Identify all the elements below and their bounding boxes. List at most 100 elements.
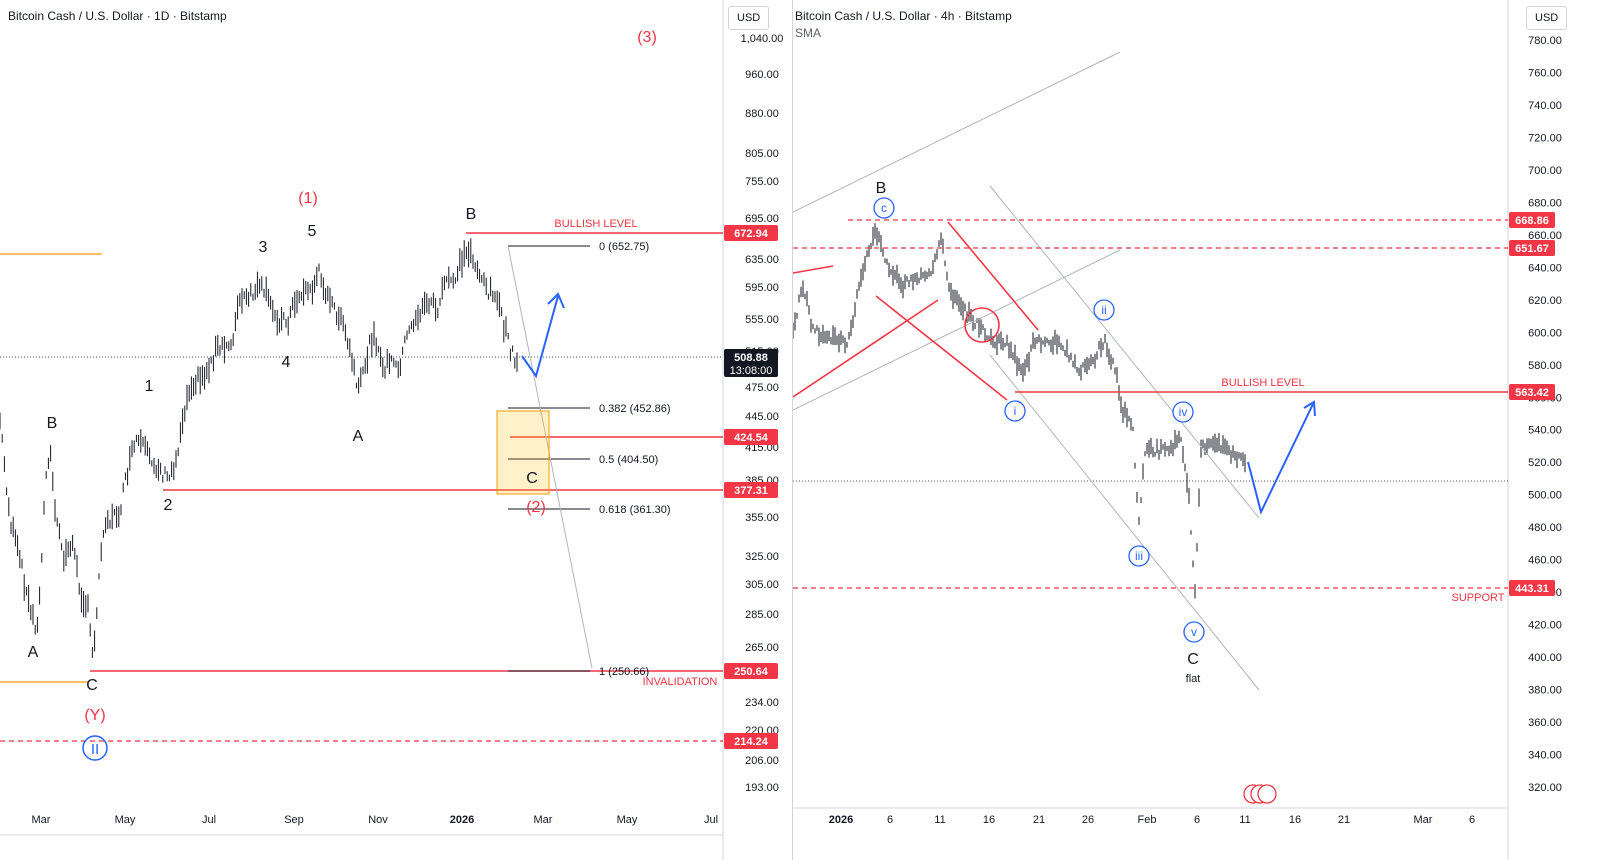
right-x-tick-label: 11 [1239,814,1250,826]
wave-2-label: (2) [526,499,546,516]
wave-5-black: 5 [308,223,317,240]
wave-4-black: 4 [282,354,291,371]
wave-i-circle [1004,400,1026,422]
left-price-tag: 250.64 [734,666,769,678]
right-chart-pane[interactable]: Bitcoin Cash / U.S. Dollar · 4h · Bitsta… [792,0,1617,860]
left-y-tick-label: 880.00 [745,108,779,120]
right-price-tag-bg [1509,580,1555,596]
wave-c-small-circle [873,197,895,219]
right-y-tick-label: 380.00 [1528,685,1562,697]
left-y-tick-label: 695.00 [745,213,779,225]
right-down-channel-lower [989,354,1260,691]
left-y-tick-label: 805.00 [745,148,779,160]
right-red-trend-2 [793,265,834,274]
bullish-level-label: BULLISH LEVEL [554,218,637,230]
right-x-tick-label: Mar [1414,814,1433,826]
right-y-tick-label: 680.00 [1528,197,1562,209]
wave-v-circle [1183,621,1205,643]
right-red-circle [964,307,1000,343]
left-target-zone [496,410,550,495]
left-y-tick-label: 1,040.00 [741,33,784,45]
right-y-tick-label: 420.00 [1528,620,1562,632]
left-last-price-bg [724,349,778,377]
right-y-tick-label: 720.00 [1528,132,1562,144]
right-y-tick-label: 540.00 [1528,425,1562,437]
right-y-tick-label: 660.00 [1528,230,1562,242]
right-price-tag: 668.86 [1515,215,1549,227]
wave-a-left: A [28,644,39,661]
left-price-tag-bg [724,663,778,679]
wave-c-small: c [881,201,887,215]
right-price-tag-bg [1509,212,1555,228]
right-y-tick-label: 780.00 [1528,35,1562,47]
left-y-tick-label: 305.00 [745,579,779,591]
wave-ii-label: II [91,741,99,758]
right-wave-b: B [876,180,887,197]
left-price-tag: 424.54 [734,432,769,444]
left-projection-arrowhead [547,292,565,309]
right-price-tag-bg [1509,240,1555,256]
left-price-tag-bg [724,429,778,445]
wave-i: i [1014,404,1017,418]
right-price-tag: 563.42 [1515,387,1549,399]
right-x-tick-label: Feb [1138,814,1157,826]
left-y-tick-label: 555.00 [745,314,779,326]
fib-level-label: 0.5 (404.50) [599,454,658,466]
left-price-tag: 214.24 [734,736,769,748]
right-y-tick-label: 620.00 [1528,295,1562,307]
wave-a-mid: A [353,428,364,445]
wave-c-left: C [86,677,98,694]
left-y-tick-label: 234.00 [745,697,779,709]
left-price-tag: 377.31 [734,485,768,497]
left-chart-title: Bitcoin Cash / U.S. Dollar · 1D · Bitsta… [8,9,227,23]
right-x-tick-label: 21 [1338,814,1350,826]
left-y-tick-label: 193.00 [745,782,779,794]
left-chart-pane[interactable]: Bitcoin Cash / U.S. Dollar · 1D · Bitsta… [0,0,792,860]
left-x-tick-label: Jul [704,814,718,826]
wave-ii-circle [82,735,108,761]
right-y-tick-label: 740.00 [1528,100,1562,112]
left-x-tick-label: Mar [534,814,553,826]
indicator-label: SMA [795,26,822,40]
right-red-trend-1 [793,299,939,398]
right-currency-button[interactable]: USD [1526,6,1568,30]
wave-1-black: 1 [145,378,154,395]
right-x-tick-label: 16 [1289,814,1301,826]
right-wave-c: C [1187,651,1199,668]
wave-iii: iii [1135,549,1143,563]
right-price-tag: 651.67 [1515,243,1549,255]
right-y-tick-label: 700.00 [1528,165,1562,177]
left-currency-button[interactable]: USD [728,6,770,30]
right-price-tag-bg [1509,384,1555,400]
left-y-tick-label: 960.00 [745,69,779,81]
wave-3-label: (3) [637,29,657,46]
left-price-tag-bg [724,733,778,749]
left-y-tick-label: 325.00 [745,551,779,563]
right-flat-label: flat [1186,673,1201,685]
invalidation-label: INVALIDATION [643,676,718,688]
right-red-trend-4 [947,221,1039,331]
right-projection-arrowhead [1303,400,1316,417]
right-channel-lower [793,249,1121,411]
right-y-tick-label: 400.00 [1528,652,1562,664]
right-red-trend-3 [875,295,1008,401]
right-down-channel-upper [989,185,1260,519]
right-x-tick-label: 16 [983,814,995,826]
right-chart-canvas[interactable]: 780.00 760.00 740.00 720.00 700.00 680.00 660.… [793,0,1617,860]
wave-3-black: 3 [259,239,268,256]
wave-iv-circle [1172,401,1194,423]
right-x-tick-label: 26 [1082,814,1094,826]
left-y-tick-label: 445.00 [745,411,779,423]
left-last-price-timer: 13:08:00 [730,365,773,377]
right-y-tick-label: 760.00 [1528,67,1562,79]
left-y-tick-label: 285.00 [745,609,779,621]
wave-iii-circle [1128,545,1150,567]
left-chart-canvas[interactable]: 1,040.00 960.00 880.00 805.00 755.00 695.00 63… [0,0,792,860]
fib-level-label: 0 (652.75) [599,241,649,253]
left-last-price-value: 508.88 [734,352,768,364]
right-x-tick-label: 2026 [829,814,853,826]
wave-ii: ii [1101,303,1106,317]
left-y-tick-label: 635.00 [745,254,779,266]
right-y-tick-label: 640.00 [1528,262,1562,274]
right-bullish-level-label: BULLISH LEVEL [1221,377,1304,389]
